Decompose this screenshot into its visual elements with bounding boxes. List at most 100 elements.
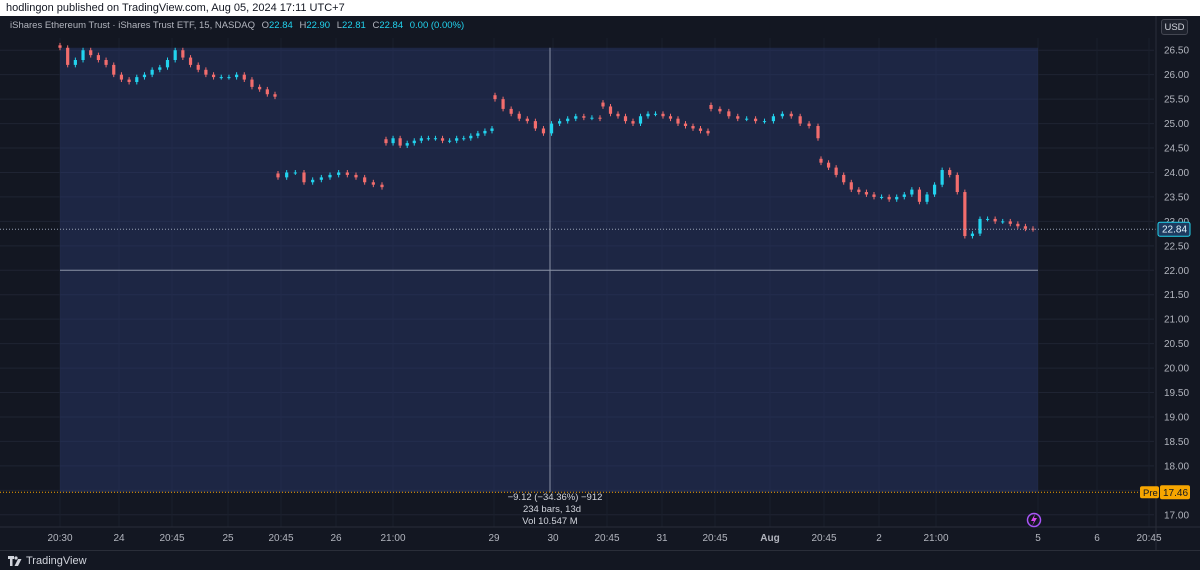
candle-body xyxy=(676,118,680,124)
time-axis[interactable]: 20:30 24 20:45 25 20:45 26 21:00 29 30 20:45 31 20:… xyxy=(47,533,1161,544)
candle-body xyxy=(96,55,100,61)
time-tick-label: 5 xyxy=(1035,533,1041,544)
candle-body xyxy=(398,138,402,146)
candle-body xyxy=(887,196,891,200)
candle-body xyxy=(864,192,869,195)
publisher-bar: hodlingon published on TradingView.com, … xyxy=(0,0,1200,16)
candle-body xyxy=(895,196,899,200)
candle-body xyxy=(258,86,262,90)
candle-body xyxy=(81,50,85,61)
candle-body xyxy=(469,135,473,139)
price-tick-label: 19.00 xyxy=(1164,412,1189,423)
candle-body xyxy=(706,130,710,134)
candle-body xyxy=(371,182,375,185)
candle-body xyxy=(285,172,289,178)
price-tick-label: 20.00 xyxy=(1164,364,1189,375)
candle-body xyxy=(354,174,358,178)
tradingview-logo[interactable]: TradingView xyxy=(8,555,87,567)
candle-body xyxy=(525,118,529,122)
candle-body xyxy=(219,77,223,79)
candle-body xyxy=(789,113,793,117)
candle-body xyxy=(476,133,480,136)
price-axis[interactable]: 26.5026.0025.5025.0024.5024.0023.5023.00… xyxy=(1164,46,1189,522)
candle-body xyxy=(668,116,673,119)
candle-body xyxy=(235,74,239,78)
measure-change: −9.12 (−34.36%) −912 xyxy=(508,492,603,503)
lightning-icon[interactable] xyxy=(1026,512,1042,528)
time-tick-label: 29 xyxy=(488,533,500,544)
price-tick-label: 25.50 xyxy=(1164,95,1189,106)
open-label: O xyxy=(261,20,270,31)
currency-button[interactable]: USD xyxy=(1161,19,1188,35)
high-value: 22.90 xyxy=(306,20,331,31)
candle-body xyxy=(227,77,231,79)
candle-body xyxy=(1001,221,1005,223)
pre-market-tag xyxy=(1140,486,1159,499)
candle-body xyxy=(683,123,688,127)
candle-body xyxy=(849,182,853,190)
candle-body xyxy=(384,139,388,144)
time-tick-label: 21:00 xyxy=(923,533,948,544)
candle-body xyxy=(616,113,620,117)
candle-body xyxy=(661,113,665,117)
candle-body xyxy=(58,45,62,48)
candle-body xyxy=(653,113,658,115)
candle-body xyxy=(158,67,162,70)
candle-body xyxy=(826,162,831,168)
candle-body xyxy=(448,140,452,142)
candle-body xyxy=(493,95,497,100)
tradingview-logo-icon xyxy=(8,556,22,566)
time-tick-label: 20:45 xyxy=(1136,533,1161,544)
candle-body xyxy=(798,116,802,124)
candle-body xyxy=(631,121,635,124)
price-tick-label: 22.00 xyxy=(1164,266,1189,277)
candle-body xyxy=(780,113,784,117)
price-tick-label: 26.50 xyxy=(1164,46,1189,57)
candle-body xyxy=(985,218,990,220)
price-tick-label: 20.50 xyxy=(1164,339,1189,350)
time-tick-label: 20:45 xyxy=(268,533,293,544)
measure-info: −9.12 (−34.36%) −912 234 bars, 13d Vol 1… xyxy=(508,492,603,527)
candle-body xyxy=(638,116,643,124)
candle-body xyxy=(173,50,177,61)
price-tick-label: 24.50 xyxy=(1164,144,1189,155)
time-tick-label: 30 xyxy=(547,533,559,544)
time-tick-label: 20:30 xyxy=(47,533,72,544)
last-price-label: 22.84 xyxy=(1162,225,1187,236)
price-tick-label: 23.50 xyxy=(1164,192,1189,203)
candle-body xyxy=(574,116,578,119)
publisher-line: hodlingon published on TradingView.com, … xyxy=(6,2,345,14)
candle-body xyxy=(834,167,838,175)
candle-body xyxy=(345,172,349,175)
candle-body xyxy=(302,172,306,183)
candle-body xyxy=(196,64,200,70)
candle-body xyxy=(426,138,430,140)
time-tick-label: 21:00 xyxy=(380,533,405,544)
candle-body xyxy=(807,123,811,127)
candle-body xyxy=(771,116,776,122)
pre-market-label: Pre xyxy=(1143,488,1158,499)
candle-body xyxy=(549,123,554,134)
candle-body xyxy=(879,196,884,198)
candle-body xyxy=(181,50,185,58)
candle-body xyxy=(293,172,297,174)
candle-body xyxy=(1023,226,1028,229)
candle-body xyxy=(142,74,147,78)
candle-body xyxy=(948,170,952,175)
candle-body xyxy=(736,116,740,119)
time-tick-label: 26 xyxy=(330,533,342,544)
price-chart[interactable]: 26.5026.0025.5025.0024.5024.0023.5023.00… xyxy=(0,0,1200,550)
candle-body xyxy=(150,69,154,75)
time-tick-label: 20:45 xyxy=(159,533,184,544)
candle-body xyxy=(419,138,423,141)
candle-body xyxy=(857,189,861,193)
candle-body xyxy=(517,113,521,119)
candle-body xyxy=(541,128,546,134)
low-label: L xyxy=(336,20,343,31)
candle-body xyxy=(73,60,77,65)
candle-body xyxy=(709,104,713,109)
candle-body xyxy=(204,69,208,75)
price-tick-label: 19.50 xyxy=(1164,388,1189,399)
candle-body xyxy=(328,174,332,178)
change-value: 0.00 (0.00%) xyxy=(409,20,465,31)
